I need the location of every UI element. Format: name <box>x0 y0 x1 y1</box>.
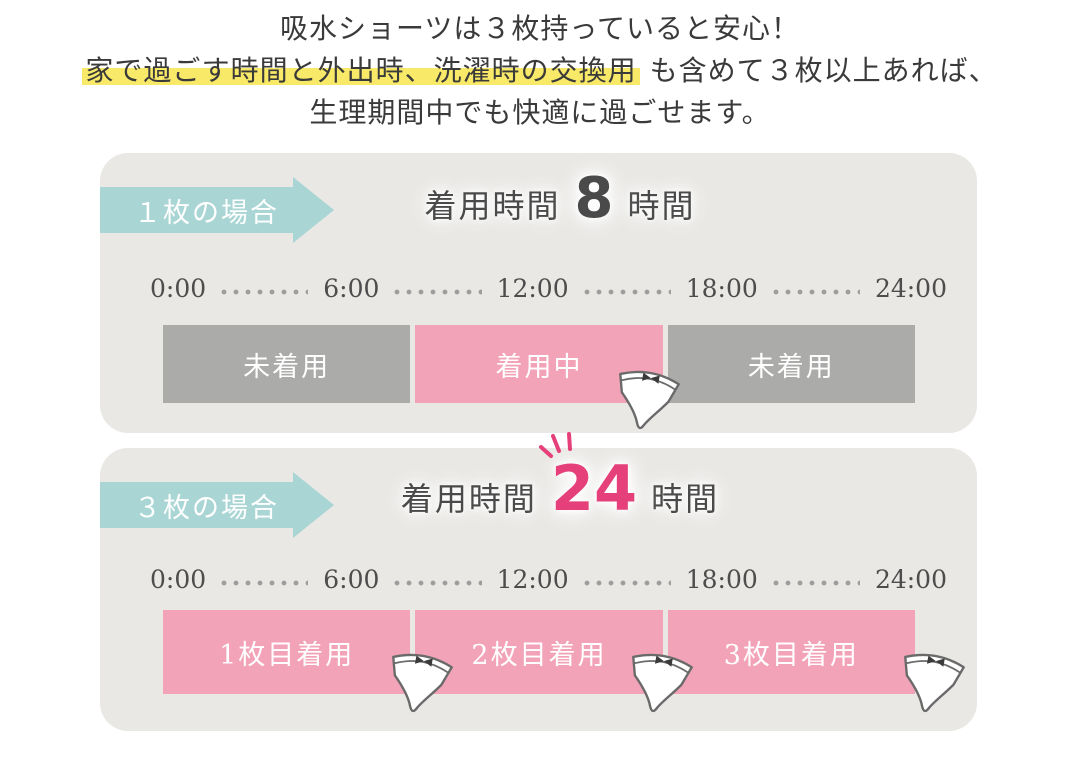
wear-time-unit: 時間 <box>651 480 720 518</box>
dotted-leader <box>583 288 671 295</box>
underwear-icon <box>375 640 462 724</box>
wear-time-value-wrap: 24 <box>538 432 637 520</box>
case-label-band: １枚の場合 <box>100 187 293 233</box>
intro-text: 吸水ショーツは３枚持っていると安心！ 家で過ごす時間と外出時、洗濯時の交換用 も… <box>0 8 1080 134</box>
timeline-tick: 0:00 <box>150 274 207 303</box>
timeline-tick: 12:00 <box>496 565 569 594</box>
timeline-axis: 0:00 6:00 12:00 18:00 24:00 <box>150 274 947 303</box>
underwear-icon <box>602 357 689 441</box>
case-label: ３枚の場合 <box>134 492 279 524</box>
segment-not-worn: 未着用 <box>667 325 915 403</box>
segment-second-pair: 2枚目着用 <box>415 610 663 694</box>
sparkle-strokes-icon <box>538 432 572 458</box>
timeline-tick: 18:00 <box>685 565 758 594</box>
timeline-tick: 24:00 <box>874 565 947 594</box>
intro-highlighted-text: 家で過ごす時間と外出時、洗濯時の交換用 <box>82 54 640 87</box>
segment-first-pair: 1枚目着用 <box>163 610 411 694</box>
panel-three-pairs: ３枚の場合 着用時間 24 時間 0:00 6:00 12:00 <box>100 432 977 731</box>
underwear-icon <box>887 640 974 724</box>
timeline-tick: 0:00 <box>150 565 207 594</box>
segment-label: 未着用 <box>243 351 331 383</box>
wear-time-label: 着用時間 <box>400 480 537 518</box>
timeline-tick: 6:00 <box>323 274 380 303</box>
segment-third-pair: 3枚目着用 <box>667 610 915 694</box>
timeline-tick: 12:00 <box>496 274 569 303</box>
timeline-tick: 6:00 <box>323 565 380 594</box>
wear-time-headline: 着用時間 24 時間 <box>330 432 790 520</box>
dotted-leader <box>221 288 309 295</box>
wear-timeline-bar: 1枚目着用 2枚目着用 3枚目着用 <box>163 610 915 694</box>
dotted-leader <box>772 579 860 586</box>
wear-time-label: 着用時間 <box>424 187 561 225</box>
wear-time-value: 24 <box>550 452 638 525</box>
arrow-right-icon <box>293 472 334 538</box>
segment-label: 着用中 <box>495 351 583 383</box>
case-label: １枚の場合 <box>134 197 279 229</box>
timeline-axis: 0:00 6:00 12:00 18:00 24:00 <box>150 565 947 594</box>
case-label-band: ３枚の場合 <box>100 482 293 528</box>
wear-timeline-bar: 未着用 着用中 未着用 <box>163 325 915 403</box>
timeline-tick: 24:00 <box>874 274 947 303</box>
panel-one-pair: １枚の場合 着用時間 8 時間 0:00 6:00 12:00 18:00 24… <box>100 153 977 433</box>
dotted-leader <box>221 579 309 586</box>
segment-label: 未着用 <box>747 351 835 383</box>
segment-wearing: 着用中 <box>415 325 663 403</box>
segment-label: 3枚目着用 <box>723 639 859 671</box>
segment-not-worn: 未着用 <box>163 325 411 403</box>
dotted-leader <box>772 288 860 295</box>
intro-line-3: 生理期間中でも快適に過ごせます。 <box>309 96 771 129</box>
segment-label: 2枚目着用 <box>471 639 607 671</box>
arrow-right-icon <box>293 177 334 243</box>
wear-time-value: 8 <box>574 166 614 231</box>
timeline-tick: 18:00 <box>685 274 758 303</box>
wear-time-unit: 時間 <box>627 187 696 225</box>
segment-label: 1枚目着用 <box>219 639 355 671</box>
intro-line-1: 吸水ショーツは３枚持っていると安心！ <box>279 12 801 45</box>
wear-time-headline: 着用時間 8 時間 <box>330 171 790 227</box>
dotted-leader <box>394 288 482 295</box>
intro-line-2: 家で過ごす時間と外出時、洗濯時の交換用 も含めて３枚以上あれば、 <box>0 50 1080 92</box>
case-arrow-three-pairs: ３枚の場合 <box>100 472 340 538</box>
intro-line-2-rest: も含めて３枚以上あれば、 <box>639 54 998 87</box>
case-arrow-one-pair: １枚の場合 <box>100 177 340 243</box>
dotted-leader <box>583 579 671 586</box>
wear-time-value-wrap: 8 <box>575 171 614 227</box>
underwear-icon <box>615 640 702 724</box>
dotted-leader <box>394 579 482 586</box>
